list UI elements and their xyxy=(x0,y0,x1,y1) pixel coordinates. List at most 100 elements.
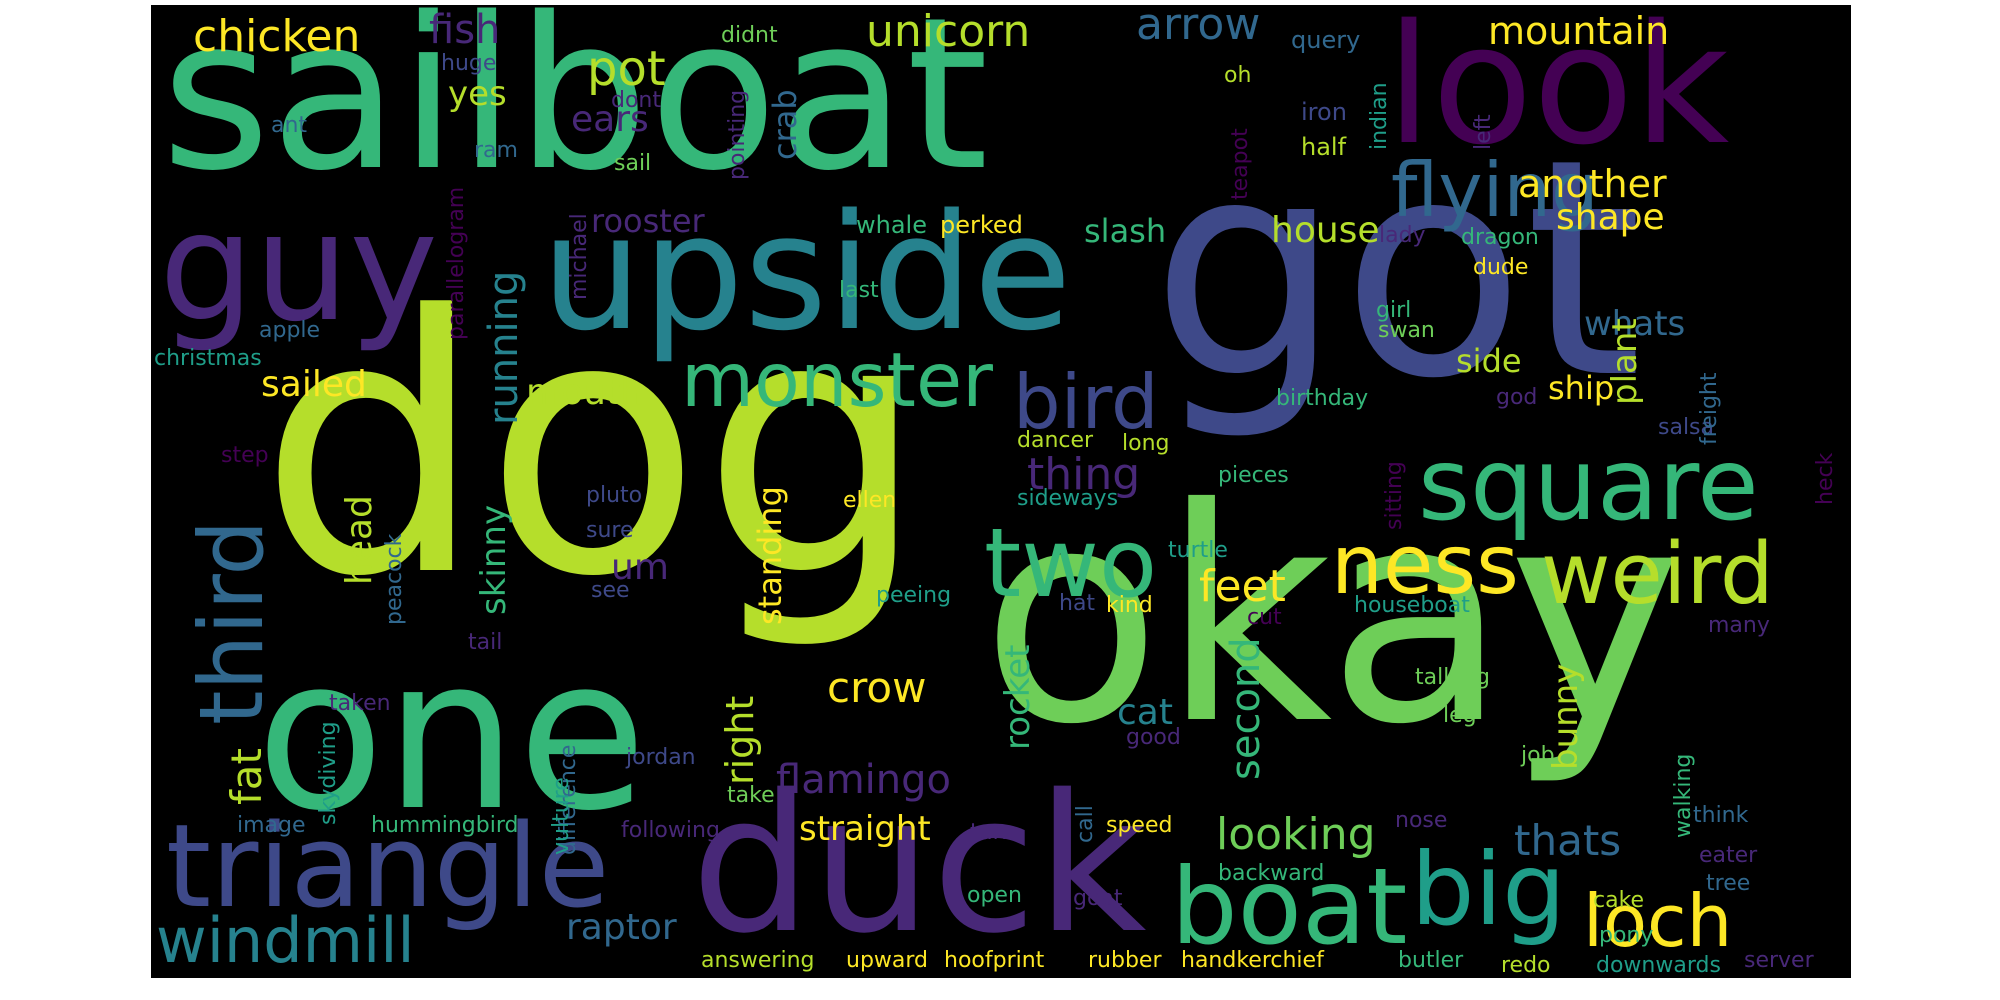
word-job: job xyxy=(1521,743,1555,768)
word-dog: dog xyxy=(259,240,927,654)
word-duck: duck xyxy=(691,754,1147,975)
word-cat: cat xyxy=(1117,692,1173,733)
word-backward: backward xyxy=(1218,861,1325,886)
word-unicorn: unicorn xyxy=(866,6,1031,57)
word-handkerchief: handkerchief xyxy=(1181,948,1324,973)
word-left: left xyxy=(1471,114,1496,150)
word-cake: cake xyxy=(1593,888,1645,913)
word-dont: dont xyxy=(611,88,661,113)
word-skydiving: skydiving xyxy=(316,721,341,825)
word-ness: ness xyxy=(1331,518,1519,613)
word-long: long xyxy=(1122,431,1170,456)
word-straight: straight xyxy=(799,809,931,849)
word-rocket: rocket xyxy=(998,644,1038,750)
word-sailboat: sailboat xyxy=(161,5,989,217)
word-ellen: ellen xyxy=(843,488,897,513)
word-query: query xyxy=(1291,26,1361,54)
word-michael: michael xyxy=(567,213,592,300)
word-thats: thats xyxy=(1514,816,1622,865)
word-rooster: rooster xyxy=(591,202,705,240)
word-oh: oh xyxy=(1224,63,1252,88)
word-got: got xyxy=(1151,95,1643,444)
word-sail: sail xyxy=(614,151,652,176)
word-running: running xyxy=(481,270,527,425)
word-turtle: turtle xyxy=(1168,538,1228,563)
word-crab: crab xyxy=(766,89,804,160)
word-whats: whats xyxy=(1584,304,1686,344)
word-look: look xyxy=(1386,5,1730,181)
word-dragon: dragon xyxy=(1461,225,1539,250)
word-eater: eater xyxy=(1699,843,1758,868)
word-pot: pot xyxy=(587,41,666,97)
word-guy: guy xyxy=(159,181,439,355)
word-talking: talking xyxy=(1415,665,1490,690)
word-good: good xyxy=(1126,725,1181,750)
word-perked: perked xyxy=(940,211,1023,239)
word-whale: whale xyxy=(856,211,927,239)
word-second: second xyxy=(1223,637,1269,780)
word-another: another xyxy=(1518,162,1667,206)
word-teapot: teapot xyxy=(1228,128,1253,200)
word-two: two xyxy=(984,509,1158,619)
word-weird: weird xyxy=(1541,525,1774,624)
word-ram: ram xyxy=(474,138,518,163)
word-okay: okay xyxy=(981,445,1683,789)
word-dancer: dancer xyxy=(1017,428,1094,453)
word-image: image xyxy=(237,813,306,838)
word-answering: answering xyxy=(701,948,815,973)
word-tail: tail xyxy=(468,630,503,655)
word-ears: ears xyxy=(571,99,649,140)
word-speed: speed xyxy=(1106,813,1173,838)
word-lady: lady xyxy=(1379,223,1426,248)
word-birthday: birthday xyxy=(1276,386,1369,411)
word-half: half xyxy=(1301,133,1347,161)
word-big: big xyxy=(1411,831,1566,948)
word-chicken: chicken xyxy=(193,11,361,62)
word-third: third xyxy=(180,519,283,725)
word-rubber: rubber xyxy=(1088,948,1162,973)
word-pieces: pieces xyxy=(1218,463,1289,488)
word-last: last xyxy=(839,278,879,303)
word-pointing: pointing xyxy=(725,89,750,180)
word-walking: walking xyxy=(1671,753,1696,838)
word-um: um xyxy=(611,547,669,588)
word-turn: turn xyxy=(970,820,1016,845)
word-thing: thing xyxy=(1027,449,1141,500)
word-cloud: sailboat look got dog okay one duck upsi… xyxy=(151,5,1851,978)
word-leg: leg xyxy=(1443,703,1477,728)
word-feet: feet xyxy=(1199,561,1286,612)
word-ship: ship xyxy=(1548,369,1615,407)
word-flamingo: flamingo xyxy=(776,757,951,803)
word-side: side xyxy=(1456,342,1522,380)
word-raptor: raptor xyxy=(566,907,677,948)
word-salsa: salsa xyxy=(1658,415,1714,440)
word-vulture: vulture xyxy=(549,777,574,855)
word-christmas: christmas xyxy=(154,346,262,371)
word-slash: slash xyxy=(1084,212,1167,250)
word-sideways: sideways xyxy=(1017,486,1119,511)
word-take: take xyxy=(727,783,775,808)
word-peeing: peeing xyxy=(876,583,952,608)
word-arrow: arrow xyxy=(1136,5,1261,50)
word-didnt: didnt xyxy=(721,23,778,48)
word-girl: girl xyxy=(1376,298,1412,323)
word-windmill: windmill xyxy=(156,904,415,977)
word-following: following xyxy=(621,818,720,843)
word-many: many xyxy=(1708,613,1770,638)
word-boat: boat xyxy=(1171,846,1408,968)
word-sitting: sitting xyxy=(1382,461,1407,530)
word-square: square xyxy=(1418,426,1759,543)
word-butler: butler xyxy=(1398,948,1464,973)
word-upward: upward xyxy=(846,948,929,973)
word-redo: redo xyxy=(1501,953,1551,978)
word-hummingbird: hummingbird xyxy=(371,813,519,838)
word-mountain: mountain xyxy=(1488,9,1670,53)
word-yes: yes xyxy=(448,74,507,114)
word-upside: upside xyxy=(541,179,1072,366)
word-hat: hat xyxy=(1059,591,1096,616)
word-apple: apple xyxy=(259,318,321,343)
word-house: house xyxy=(1271,210,1380,251)
word-swan: swan xyxy=(1378,318,1435,343)
word-pluto: pluto xyxy=(586,483,643,508)
word-hoofprint: hoofprint xyxy=(944,948,1045,973)
